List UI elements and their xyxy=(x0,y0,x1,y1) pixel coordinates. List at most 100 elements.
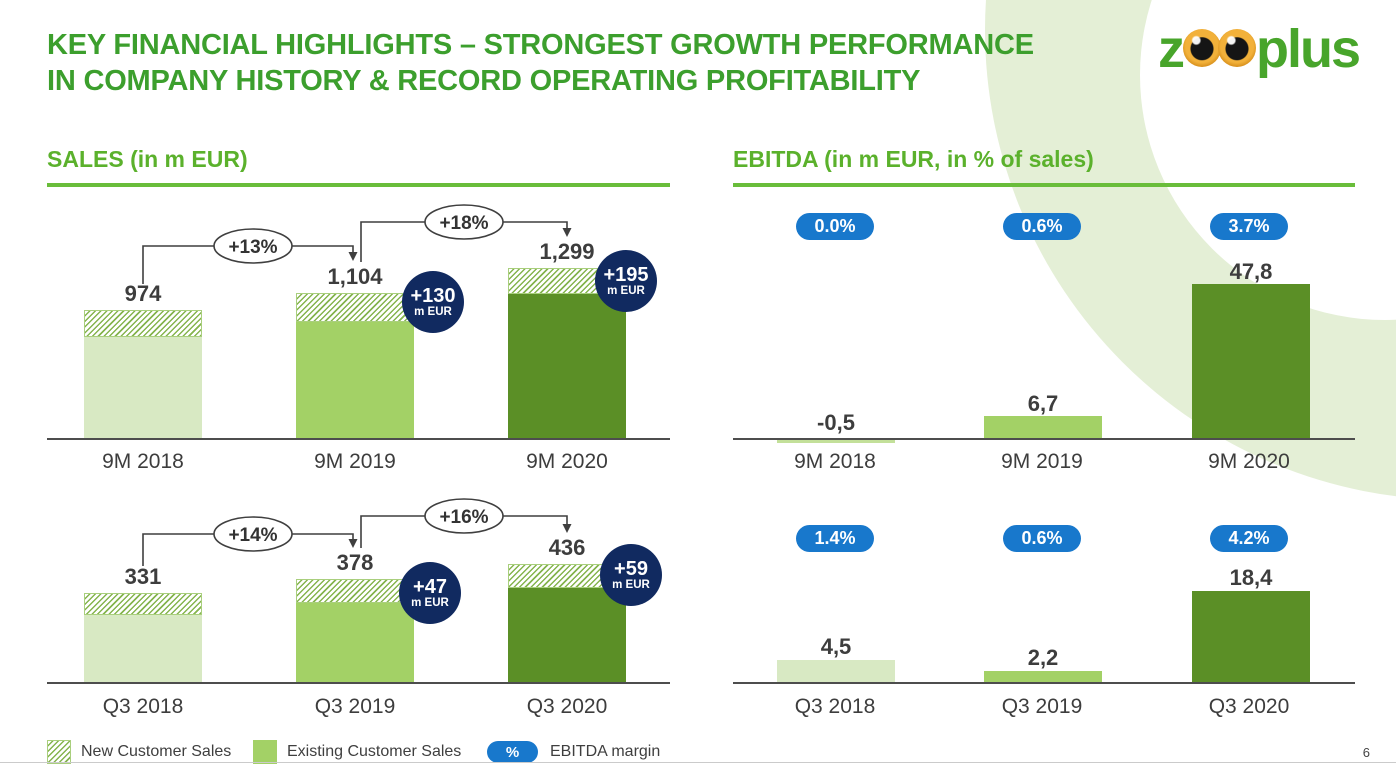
ebitda-q3-margin-2019: 0.6% xyxy=(1003,525,1081,552)
arrowhead-icon xyxy=(348,539,358,548)
sales-q3-bar-2019 xyxy=(296,579,414,682)
legend-swatch-new-customer xyxy=(47,740,71,764)
growth-label: +14% xyxy=(228,525,277,546)
sales-9m-axis xyxy=(47,438,670,440)
sales-q3-category-2018: Q3 2018 xyxy=(102,695,184,718)
delta-unit: m EUR xyxy=(612,578,650,591)
ebitda-9m-margin-2019: 0.6% xyxy=(1003,213,1081,240)
new-customer-segment xyxy=(84,593,202,615)
ebitda-9m-margin-2018: 0.0% xyxy=(796,213,874,240)
sales-section-header: SALES (in m EUR) xyxy=(47,146,248,172)
sales-9m-delta-2019: +130 m EUR xyxy=(402,271,464,333)
logo-text-plus: plus xyxy=(1256,19,1361,79)
sales-9m-bar-2020 xyxy=(508,268,626,438)
sales-q3-category-2019: Q3 2019 xyxy=(314,695,396,718)
existing-customer-segment xyxy=(508,294,626,438)
legend-label-ebitda-margin: EBITDA margin xyxy=(550,743,661,760)
sales-q3-bar-2020 xyxy=(508,564,626,682)
eye-icon xyxy=(1183,29,1221,67)
sales-9m-category-2019: 9M 2019 xyxy=(314,450,396,473)
ebitda-q3-value-2020: 18,4 xyxy=(1229,565,1273,590)
delta-unit: m EUR xyxy=(607,284,645,297)
ebitda-9m-category-2020: 9M 2020 xyxy=(1208,450,1290,473)
ebitda-section-header: EBITDA (in m EUR, in % of sales) xyxy=(733,146,1094,172)
legend-pill-percent: % xyxy=(487,741,538,763)
new-customer-segment xyxy=(296,293,414,322)
new-customer-segment xyxy=(296,579,414,603)
arrowhead-icon xyxy=(348,252,358,261)
growth-label: +16% xyxy=(439,507,488,528)
ebitda-q3-category-2018: Q3 2018 xyxy=(794,695,876,718)
slide-title-line1: KEY FINANCIAL HIGHLIGHTS – STRONGEST GRO… xyxy=(47,29,1034,61)
ebitda-q3-axis xyxy=(733,682,1355,684)
ebitda-q3-bar-2020 xyxy=(1192,591,1310,682)
sales-q3-axis xyxy=(47,682,670,684)
sales-9m-bar-2018 xyxy=(84,310,202,438)
ebitda-9m-value-2019: 6,7 xyxy=(1027,391,1059,416)
ebitda-9m-axis xyxy=(733,438,1355,440)
legend-swatch-existing-customer xyxy=(253,740,277,764)
ebitda-9m-bar-2020 xyxy=(1192,284,1310,438)
growth-oval xyxy=(424,204,504,240)
ebitda-9m-bar-2019 xyxy=(984,416,1102,438)
ebitda-q3-value-2018: 4,5 xyxy=(820,634,852,659)
ebitda-9m-bar-2018-negative xyxy=(777,440,895,443)
slide-title: KEY FINANCIAL HIGHLIGHTS – STRONGEST GRO… xyxy=(47,27,1157,99)
arrowhead-icon xyxy=(562,228,572,237)
sales-9m-bar-2019 xyxy=(296,293,414,438)
arrowhead-icon xyxy=(562,524,572,533)
delta-value: +47 xyxy=(413,575,447,598)
sales-q3-category-2020: Q3 2020 xyxy=(526,695,608,718)
growth-oval xyxy=(213,228,293,264)
ebitda-q3-bar-2018 xyxy=(777,660,895,682)
sales-q3-total-2020: 436 xyxy=(548,535,586,560)
delta-unit: m EUR xyxy=(411,596,449,609)
sales-9m-total-2019: 1,104 xyxy=(327,264,383,289)
zooplus-logo: z plus xyxy=(1158,19,1361,79)
ebitda-q3-category-2019: Q3 2019 xyxy=(1001,695,1083,718)
ebitda-9m-value-2018: -0,5 xyxy=(817,410,855,435)
sales-q3-delta-2019: +47 m EUR xyxy=(399,562,461,624)
legend-label-existing-customer: Existing Customer Sales xyxy=(287,743,462,760)
existing-customer-segment xyxy=(508,588,626,682)
existing-customer-segment xyxy=(296,322,414,438)
legend-label-new-customer: New Customer Sales xyxy=(81,743,232,760)
ebitda-9m-category-2018: 9M 2018 xyxy=(794,450,876,473)
growth-oval xyxy=(213,516,293,552)
growth-label: +13% xyxy=(228,237,277,258)
sales-9m-total-2018: 974 xyxy=(124,281,162,306)
ebitda-q3-margin-2020: 4.2% xyxy=(1210,525,1288,552)
existing-customer-segment xyxy=(84,615,202,682)
ebitda-q3-value-2019: 2,2 xyxy=(1027,645,1059,670)
existing-customer-segment xyxy=(84,337,202,438)
existing-customer-segment xyxy=(296,603,414,682)
slide-title-line2: IN COMPANY HISTORY & RECORD OPERATING PR… xyxy=(47,65,921,97)
page-number: 6 xyxy=(1362,745,1370,760)
sales-q3-total-2019: 378 xyxy=(336,550,374,575)
sales-9m-total-2020: 1,299 xyxy=(539,239,595,264)
logo-text-z: z xyxy=(1158,19,1185,79)
sales-q3-total-2018: 331 xyxy=(124,564,162,589)
growth-oval xyxy=(424,498,504,534)
ebitda-q3-margin-2018: 1.4% xyxy=(796,525,874,552)
sales-q3-delta-2020: +59 m EUR xyxy=(600,544,662,606)
ebitda-q3-bar-2019 xyxy=(984,671,1102,682)
eye-icon xyxy=(1218,29,1256,67)
new-customer-segment xyxy=(84,310,202,337)
ebitda-header-rule xyxy=(733,183,1355,187)
ebitda-9m-margin-2020: 3.7% xyxy=(1210,213,1288,240)
delta-value: +59 xyxy=(614,557,648,580)
sales-9m-delta-2020: +195 m EUR xyxy=(595,250,657,312)
footer-divider xyxy=(0,762,1396,763)
sales-9m-category-2018: 9M 2018 xyxy=(102,450,184,473)
ebitda-q3-category-2020: Q3 2020 xyxy=(1208,695,1290,718)
delta-value: +130 xyxy=(410,284,456,307)
sales-header-rule xyxy=(47,183,670,187)
delta-unit: m EUR xyxy=(414,305,452,318)
sales-9m-category-2020: 9M 2020 xyxy=(526,450,608,473)
sales-q3-bar-2018 xyxy=(84,593,202,682)
ebitda-9m-value-2020: 47,8 xyxy=(1229,259,1273,284)
ebitda-9m-category-2019: 9M 2019 xyxy=(1001,450,1083,473)
